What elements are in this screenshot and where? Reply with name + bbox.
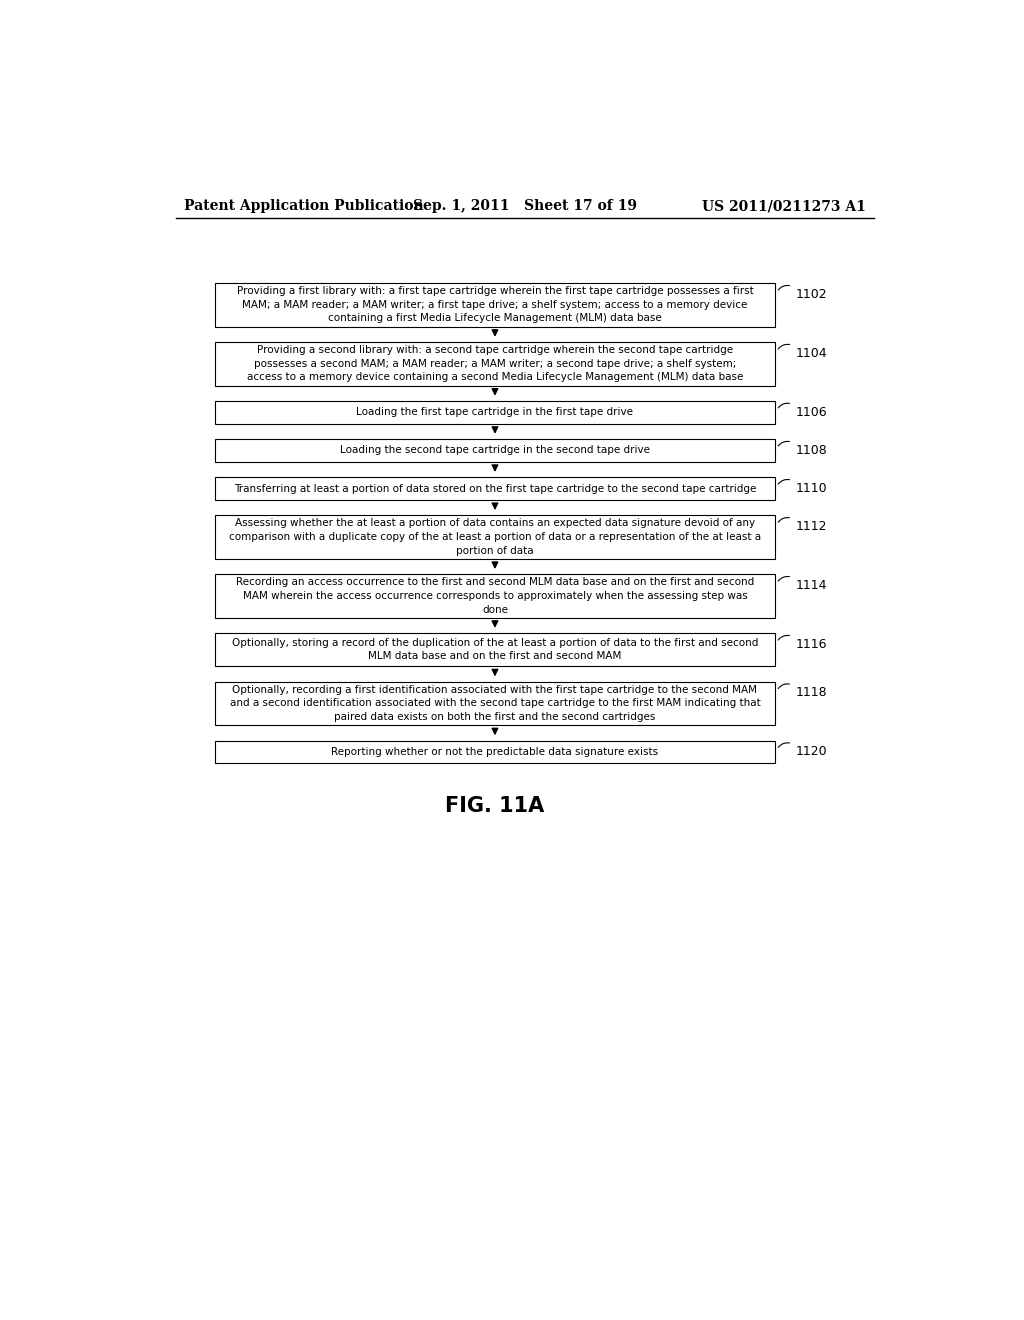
Text: 1112: 1112	[796, 520, 826, 533]
Text: 1116: 1116	[796, 638, 826, 651]
Bar	[215, 574, 775, 618]
Text: 1110: 1110	[796, 482, 827, 495]
Text: Recording an access occurrence to the first and second MLM data base and on the : Recording an access occurrence to the fi…	[236, 577, 754, 615]
Bar	[215, 515, 775, 558]
Text: Loading the first tape cartridge in the first tape drive: Loading the first tape cartridge in the …	[356, 408, 634, 417]
Text: 1114: 1114	[796, 579, 826, 591]
Text: Providing a second library with: a second tape cartridge wherein the second tape: Providing a second library with: a secon…	[247, 346, 743, 383]
Text: 1106: 1106	[796, 405, 827, 418]
Text: 1118: 1118	[796, 686, 827, 700]
Text: Optionally, storing a record of the duplication of the at least a portion of dat: Optionally, storing a record of the dupl…	[231, 638, 758, 661]
Bar	[215, 477, 775, 500]
Bar	[215, 681, 775, 725]
Text: 1104: 1104	[796, 347, 827, 359]
Text: Optionally, recording a first identification associated with the first tape cart: Optionally, recording a first identifica…	[229, 685, 761, 722]
Text: 1102: 1102	[796, 288, 827, 301]
Text: Reporting whether or not the predictable data signature exists: Reporting whether or not the predictable…	[332, 747, 658, 756]
Bar	[215, 401, 775, 424]
Bar	[215, 741, 775, 763]
Text: 1108: 1108	[796, 444, 827, 457]
Text: Providing a first library with: a first tape cartridge wherein the first tape ca: Providing a first library with: a first …	[237, 286, 754, 323]
Text: Patent Application Publication: Patent Application Publication	[183, 199, 424, 213]
Bar	[215, 284, 775, 326]
Bar	[215, 440, 775, 462]
Text: 1120: 1120	[796, 744, 827, 758]
Text: US 2011/0211273 A1: US 2011/0211273 A1	[701, 199, 866, 213]
Text: Loading the second tape cartridge in the second tape drive: Loading the second tape cartridge in the…	[340, 445, 650, 455]
Text: Transferring at least a portion of data stored on the first tape cartridge to th: Transferring at least a portion of data …	[233, 483, 756, 494]
Text: Assessing whether the at least a portion of data contains an expected data signa: Assessing whether the at least a portion…	[229, 519, 761, 556]
Text: FIG. 11A: FIG. 11A	[445, 796, 545, 816]
Bar	[215, 342, 775, 385]
Bar	[215, 634, 775, 667]
Text: Sep. 1, 2011   Sheet 17 of 19: Sep. 1, 2011 Sheet 17 of 19	[413, 199, 637, 213]
